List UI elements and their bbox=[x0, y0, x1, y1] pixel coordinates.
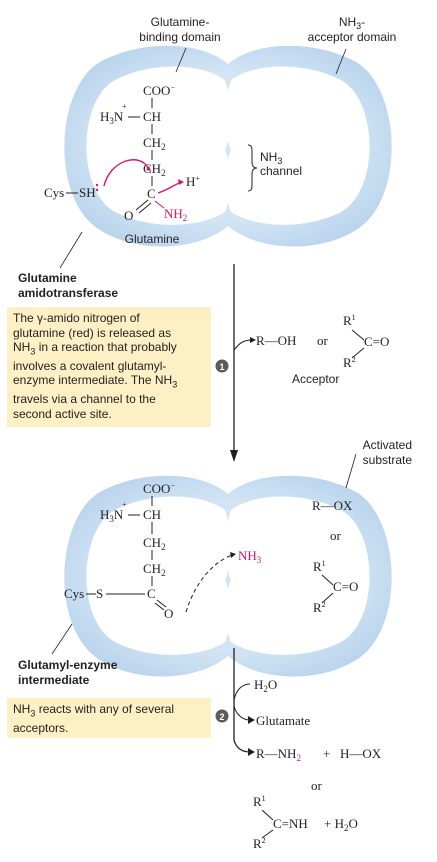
nh3-acceptor-domain-label-line1: NH3- bbox=[339, 15, 365, 31]
activated-ester: R—OX bbox=[312, 498, 353, 513]
amino-group: H3N bbox=[100, 109, 124, 126]
step2-line-2: acceptors. bbox=[13, 720, 69, 735]
thiol-group: SH bbox=[79, 185, 96, 200]
glutamine-caption: Glutamine bbox=[125, 232, 180, 246]
coo-group: COO− bbox=[143, 83, 175, 98]
alpha-ch: CH bbox=[143, 109, 161, 124]
or-text-3: or bbox=[311, 778, 323, 793]
svg-text:+: + bbox=[122, 102, 127, 111]
cysteine-residue-top: Cys bbox=[44, 185, 64, 200]
enzyme-label-line1: Glutamine bbox=[18, 271, 77, 285]
enzyme-label-line2: amidotransferase bbox=[18, 286, 118, 300]
carbonyl-substrate: C=O bbox=[333, 579, 358, 594]
step1-line-4: involves a covalent glutamyl- bbox=[13, 358, 167, 373]
step1-line-5: enzyme intermediate. The NH3 bbox=[13, 373, 178, 390]
r2-label-2: R2 bbox=[313, 600, 326, 615]
step2-marker bbox=[215, 709, 229, 723]
svg-text:CH2: CH2 bbox=[143, 535, 166, 552]
step1-marker bbox=[215, 359, 229, 373]
intermediate-label-line1: Glutamyl-enzyme bbox=[18, 658, 118, 672]
cysteine-residue-bottom: Cys bbox=[64, 586, 84, 601]
amide-carbon: C bbox=[147, 186, 156, 201]
or-text-2: or bbox=[330, 528, 342, 543]
channel-label-line2: channel bbox=[260, 164, 302, 178]
water-out: + H2O bbox=[324, 816, 358, 833]
bottom-enzyme bbox=[64, 475, 392, 677]
svg-text:COO−: COO− bbox=[143, 481, 175, 496]
activated-substrate-label-line2: substrate bbox=[363, 453, 413, 467]
intermediate-label-line2: intermediate bbox=[18, 673, 90, 687]
released-nh3: NH3 bbox=[238, 548, 262, 565]
r1-label-2: R1 bbox=[313, 559, 326, 574]
amine-product: R—NH2 bbox=[256, 746, 301, 763]
activated-substrate-pointer bbox=[345, 453, 357, 489]
enzyme-label-pointer bbox=[59, 231, 83, 269]
acceptor-domain-pointer bbox=[335, 48, 347, 75]
carbonyl-oxygen: O bbox=[124, 208, 133, 223]
svg-text:C: C bbox=[147, 586, 156, 601]
step2-description-box: NH3 reacts with any of several acceptors… bbox=[7, 698, 211, 738]
acceptor-label: Acceptor bbox=[292, 372, 339, 386]
step1-line-6: travels via a channel to the bbox=[13, 392, 156, 407]
r2-label-3: R2 bbox=[253, 836, 266, 851]
water-in: H2O bbox=[254, 677, 277, 694]
thioester-sulfur: S bbox=[96, 586, 103, 601]
channel-label-line1: NH3 bbox=[260, 150, 282, 166]
r1-label-3: R1 bbox=[253, 794, 266, 809]
carbonyl-acceptor-1: C=O bbox=[364, 334, 389, 349]
imine-product: C=NH bbox=[273, 816, 308, 831]
red-attack-arrow bbox=[103, 159, 149, 187]
step2-line-1: NH3 reacts with any of several bbox=[13, 702, 175, 719]
svg-text:CH2: CH2 bbox=[143, 561, 166, 578]
step1-line-2: glutamine (red) is released as bbox=[13, 325, 172, 340]
svg-text:O: O bbox=[164, 606, 173, 621]
svg-text:1: 1 bbox=[219, 362, 224, 372]
gamma-ch2: CH2 bbox=[143, 161, 166, 178]
top-left-chamber bbox=[86, 66, 231, 225]
glutamine-binding-domain-label-line2: binding domain bbox=[139, 30, 220, 44]
top-enzyme bbox=[64, 45, 392, 247]
svg-text:+: + bbox=[122, 500, 127, 509]
svg-text:H3N: H3N bbox=[100, 507, 124, 524]
svg-text:2: 2 bbox=[219, 712, 224, 722]
svg-text:+: + bbox=[323, 746, 330, 761]
bottom-left-chamber bbox=[86, 496, 231, 655]
glutamine-molecule: COO− H3N + CH CH2 CH2 C O NH2 Glutamine bbox=[100, 83, 187, 246]
step1-line-3: NH3 in a reaction that probably bbox=[13, 340, 177, 357]
glutamine-binding-domain-label-line1: Glutamine- bbox=[151, 15, 210, 29]
step1-description-box: The γ-amido nitrogen of glutamine (red) … bbox=[7, 307, 211, 427]
hox-product: H—OX bbox=[340, 746, 382, 761]
amide-nh2: NH2 bbox=[164, 206, 187, 223]
nh3-transfer-arrow bbox=[185, 554, 233, 613]
h-plus: H+ bbox=[186, 174, 200, 189]
r1-label-1: R1 bbox=[343, 313, 356, 328]
activated-substrate-label-line1: Activated bbox=[363, 438, 412, 452]
nh3-acceptor-domain-label-line2: acceptor domain bbox=[308, 30, 397, 44]
channel-brace bbox=[247, 144, 258, 192]
alcohol-acceptor: R—OH bbox=[256, 333, 296, 348]
step1-line-1: The γ-amido nitrogen of bbox=[13, 311, 140, 325]
intermediate-label-pointer bbox=[51, 623, 73, 655]
glutamine-domain-pointer bbox=[175, 47, 187, 73]
top-right-chamber bbox=[225, 66, 370, 225]
glutamyl-enzyme-molecule: COO− H3N + CH CH2 CH2 C O bbox=[100, 481, 175, 621]
svg-text:CH: CH bbox=[143, 507, 161, 522]
glutamate-product: Glutamate bbox=[256, 713, 310, 728]
bottom-right-chamber bbox=[225, 496, 370, 655]
r2-label-1: R2 bbox=[343, 355, 356, 370]
beta-ch2: CH2 bbox=[143, 135, 166, 152]
or-text-1: or bbox=[317, 333, 329, 348]
step1-line-7: second active site. bbox=[13, 406, 112, 421]
